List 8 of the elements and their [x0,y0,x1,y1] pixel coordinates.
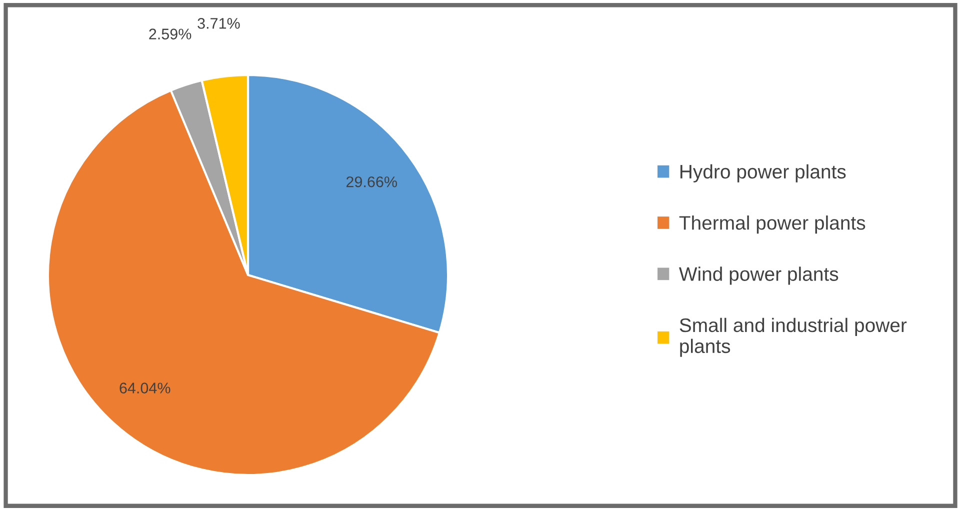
legend-label: Small and industrial power plants [680,318,907,357]
legend-label: Hydro power plants [680,164,846,182]
legend-label: Wind power plants [678,266,838,285]
legend-label: Thermal power plants [679,215,866,234]
data-label: 29.66% [346,176,397,188]
data-label: 2.59% [149,28,192,40]
data-label: 3.71% [198,18,240,29]
data-label: 64.04% [120,382,170,394]
